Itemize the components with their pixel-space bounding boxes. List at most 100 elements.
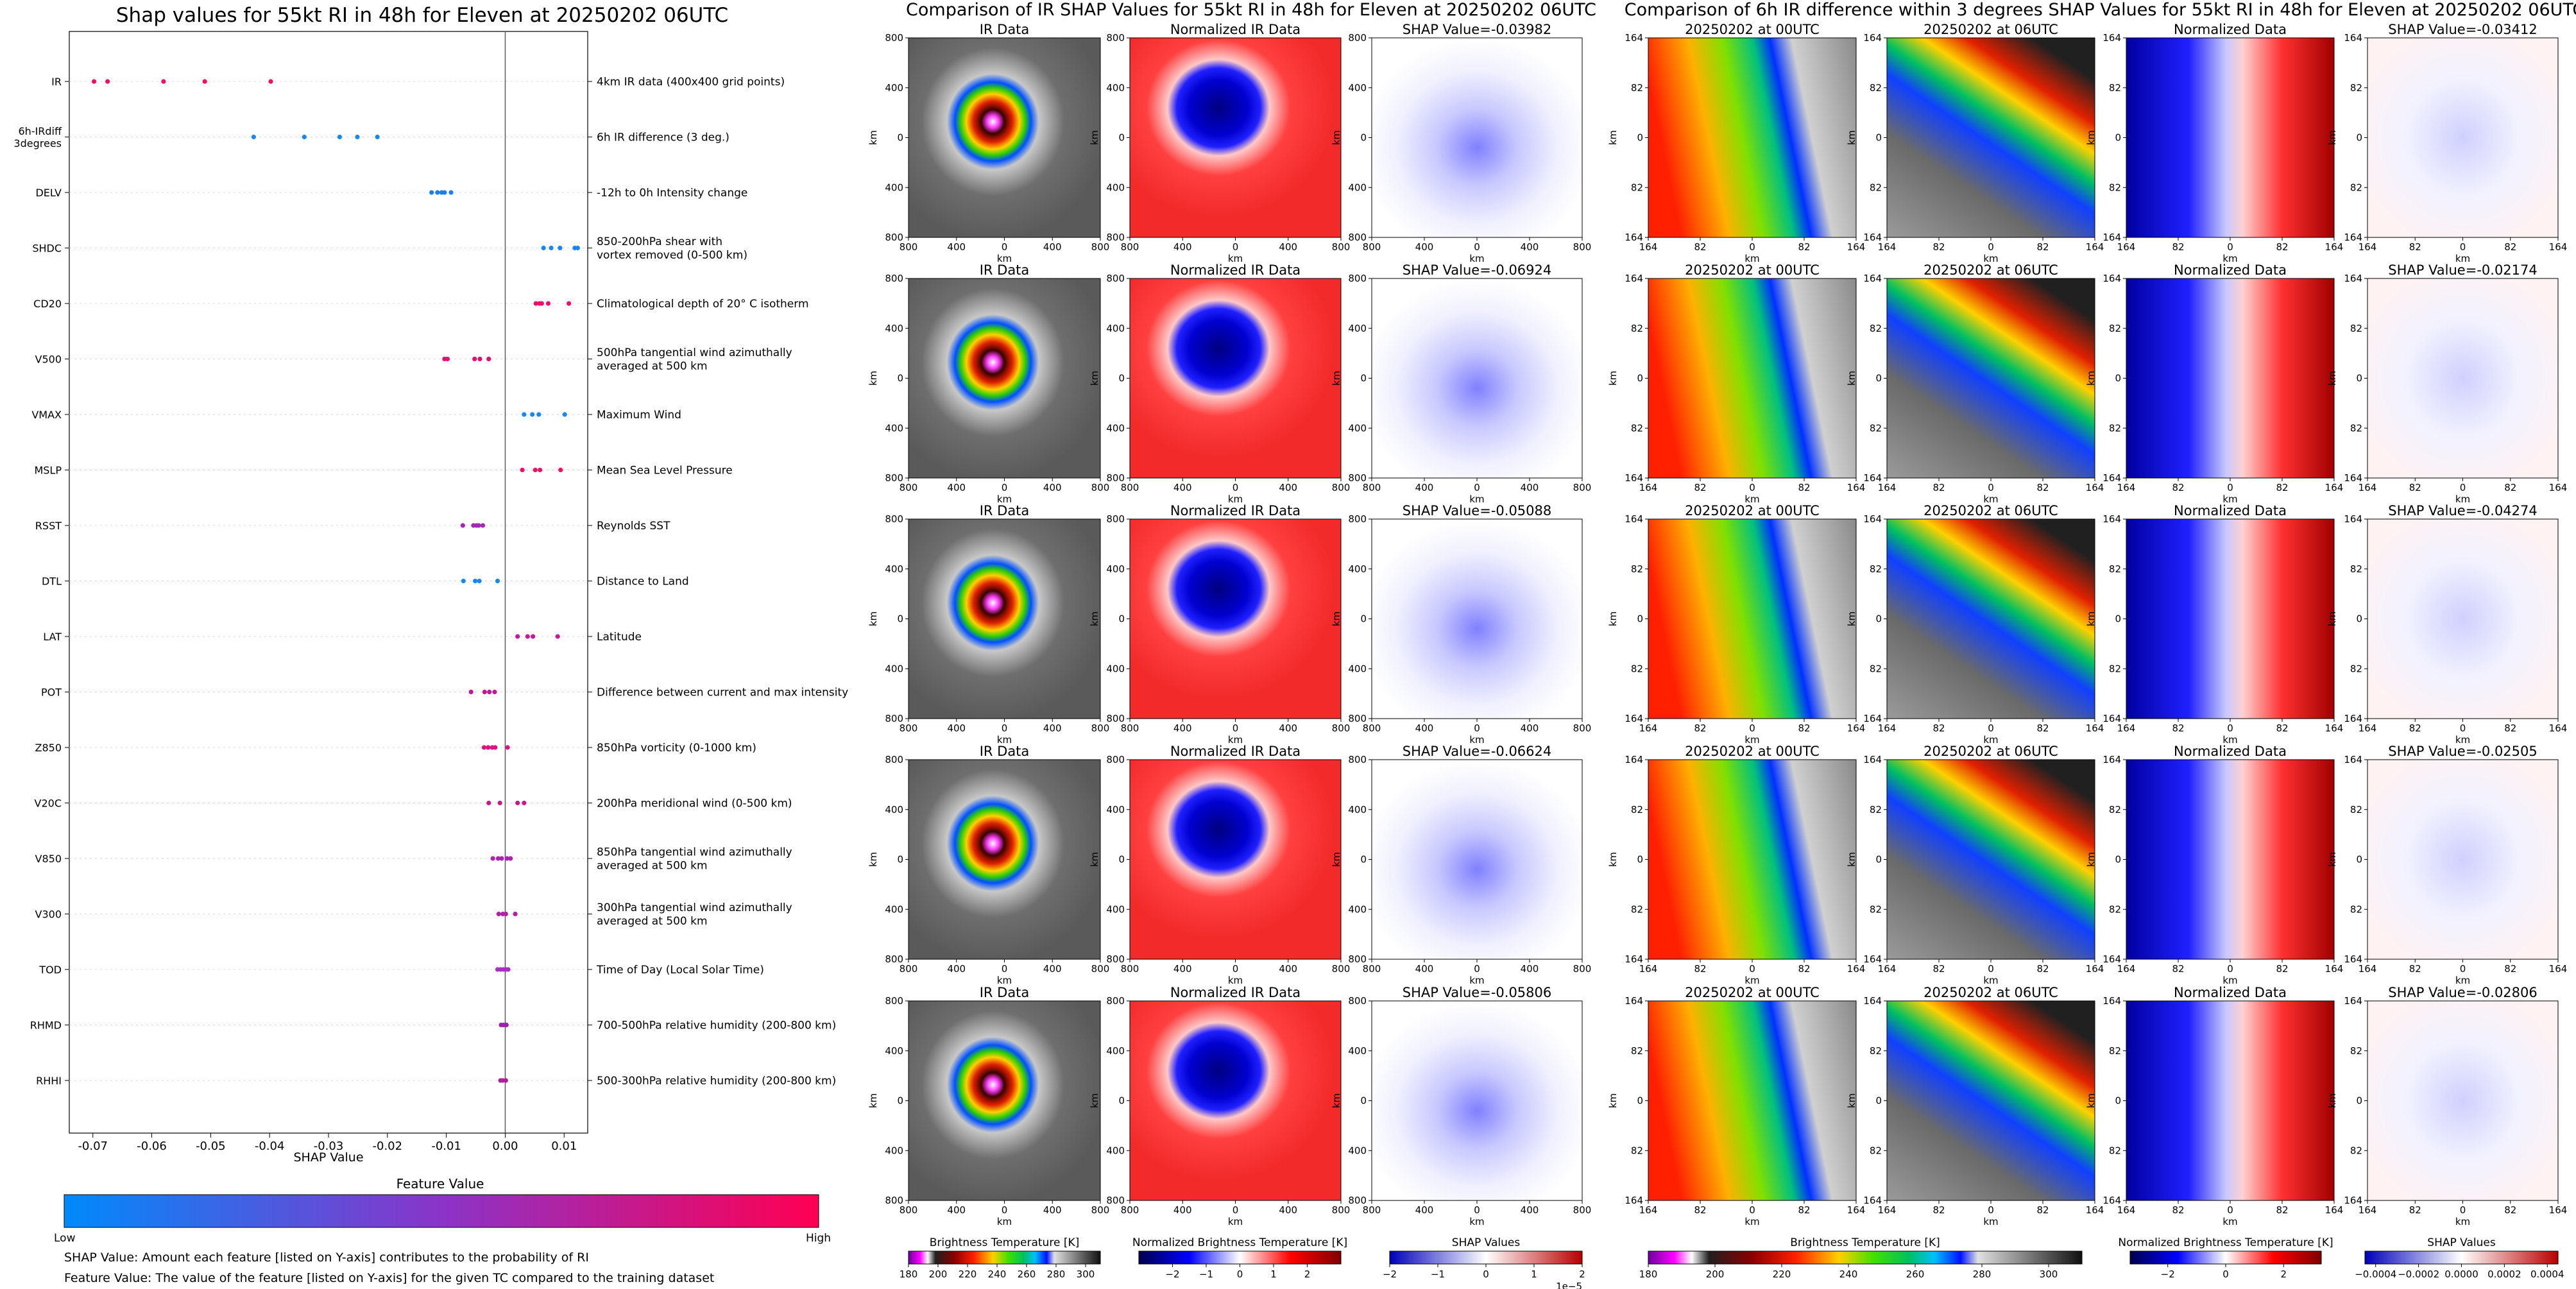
ir-x-tick-label: 800 bbox=[1332, 482, 1351, 493]
diff-x-tick-label: 0 bbox=[1988, 482, 1994, 493]
colorbar-label: SHAP Values bbox=[1452, 1236, 1521, 1249]
colorbar-tick-label: 0 bbox=[1237, 1268, 1243, 1280]
diff-panel-title: 20250202 at 00UTC bbox=[1685, 22, 1820, 37]
feature-description: 850hPa vorticity (0-1000 km) bbox=[597, 742, 756, 755]
shap-point bbox=[504, 1022, 509, 1028]
shap-point bbox=[575, 245, 580, 251]
diff-x-axis-label: km bbox=[1983, 1216, 1998, 1227]
diff-panel-image bbox=[2367, 1000, 2559, 1201]
ir-y-axis-label: km bbox=[867, 130, 879, 145]
ir-x-tick-label: 800 bbox=[1332, 1204, 1351, 1216]
colorbar-tick-label: −1 bbox=[1199, 1268, 1213, 1280]
ir-panel-image bbox=[908, 37, 1101, 238]
diff-y-tick-label: 164 bbox=[2103, 953, 2121, 965]
feature-label: IR bbox=[51, 76, 62, 88]
ir-x-tick-label: 800 bbox=[900, 963, 918, 975]
colorbar-tick-label: 0.0002 bbox=[2487, 1268, 2521, 1280]
colorbar-tick-label: −2 bbox=[1383, 1268, 1397, 1280]
diff-panel-image bbox=[1648, 37, 1857, 238]
x-tick-label: -0.04 bbox=[255, 1140, 285, 1153]
diff-y-tick-label: 164 bbox=[2344, 472, 2362, 484]
shap-point bbox=[497, 800, 502, 806]
diff-x-tick-label: 82 bbox=[1694, 241, 1706, 253]
diff-y-tick-label: 0 bbox=[1637, 1095, 1643, 1107]
diff-y-tick-label: 0 bbox=[2356, 613, 2362, 625]
ir-x-tick-label: 800 bbox=[1091, 241, 1110, 253]
ir-x-tick-label: 400 bbox=[1043, 241, 1062, 253]
diff-x-tick-label: 82 bbox=[1694, 482, 1706, 493]
shap-point bbox=[531, 634, 536, 639]
ir-panel-title: Normalized IR Data bbox=[1170, 262, 1301, 278]
ir-panel-image bbox=[1371, 278, 1583, 479]
colorbar-tick-label: 260 bbox=[1906, 1268, 1925, 1280]
ir-y-tick-label: 800 bbox=[1348, 1195, 1367, 1206]
ir-y-tick-label: 0 bbox=[1360, 613, 1367, 625]
shap-summary-plot-area bbox=[69, 31, 588, 1134]
ir-y-tick-label: 800 bbox=[1106, 472, 1125, 484]
diff-x-tick-label: 82 bbox=[2036, 482, 2049, 493]
diff-y-tick-label: 82 bbox=[1870, 563, 1882, 575]
ir-y-tick-label: 0 bbox=[1118, 132, 1125, 144]
diff-y-tick-label: 82 bbox=[1631, 1145, 1643, 1156]
diff-x-tick-label: 0 bbox=[1749, 1204, 1755, 1216]
shap-point bbox=[525, 634, 530, 639]
diff-x-axis-label: km bbox=[1744, 975, 1759, 986]
diff-y-tick-label: 0 bbox=[2115, 854, 2121, 866]
feature-label: SHDC bbox=[32, 243, 62, 255]
feature-description: -12h to 0h Intensity change bbox=[597, 187, 747, 200]
feature-label: MSLP bbox=[34, 465, 62, 477]
ir-y-tick-label: 400 bbox=[1348, 82, 1367, 94]
diff-x-tick-label: 164 bbox=[1639, 963, 1658, 975]
ir-panel-title: SHAP Value=-0.05806 bbox=[1403, 985, 1552, 1000]
diff-y-tick-label: 0 bbox=[1875, 373, 1882, 384]
colorbar-tick-label: 260 bbox=[1018, 1268, 1036, 1280]
ir-y-tick-label: 400 bbox=[1348, 663, 1367, 674]
diff-panel-image bbox=[1648, 518, 1857, 719]
ir-x-tick-label: 800 bbox=[1091, 963, 1110, 975]
diff-panel-title: SHAP Value=-0.02505 bbox=[2388, 744, 2538, 759]
shap-summary-title: Shap values for 55kt RI in 48h for Eleve… bbox=[116, 4, 728, 27]
ir-y-axis-label: km bbox=[1089, 611, 1100, 626]
diff-y-tick-label: 82 bbox=[1870, 1145, 1882, 1156]
ir-panel-title: Normalized IR Data bbox=[1170, 985, 1301, 1000]
feature-label: VMAX bbox=[31, 409, 62, 421]
ir-y-tick-label: 400 bbox=[1348, 1145, 1367, 1156]
ir-x-tick-label: 400 bbox=[947, 722, 966, 734]
diff-y-tick-label: 164 bbox=[2344, 953, 2362, 965]
ir-x-tick-label: 400 bbox=[947, 1204, 966, 1216]
feature-label: V20C bbox=[35, 798, 62, 810]
colorbar-tick-label: 1 bbox=[1270, 1268, 1277, 1280]
ir-y-tick-label: 400 bbox=[1106, 903, 1125, 915]
colorbar-tick-label: 0.0004 bbox=[2530, 1268, 2564, 1280]
diff-y-tick-label: 164 bbox=[1863, 32, 1882, 44]
shap-summary-xlabel: SHAP Value bbox=[293, 1150, 363, 1165]
diff-x-tick-label: 0 bbox=[2460, 722, 2466, 734]
ir-x-tick-label: 0 bbox=[1002, 482, 1008, 493]
diff-x-axis-label: km bbox=[2455, 493, 2470, 505]
diff-y-tick-label: 0 bbox=[1875, 613, 1882, 625]
ir-panel-image bbox=[908, 278, 1101, 479]
ir-panel-image bbox=[1129, 1000, 1342, 1201]
diff-x-tick-label: 164 bbox=[2086, 241, 2104, 253]
colorbar bbox=[908, 1251, 1101, 1265]
ir-y-tick-label: 0 bbox=[1118, 373, 1125, 384]
diff-x-tick-label: 82 bbox=[2276, 1204, 2288, 1216]
diff-panel-title: Normalized Data bbox=[2174, 985, 2287, 1000]
ir-y-tick-label: 800 bbox=[885, 472, 903, 484]
diff-y-axis-label: km bbox=[1607, 611, 1619, 626]
shap-point bbox=[375, 134, 380, 140]
ir-x-tick-label: 800 bbox=[1091, 1204, 1110, 1216]
shap-point bbox=[435, 190, 440, 195]
diff-y-axis-label: km bbox=[2326, 130, 2338, 145]
feature-label: V500 bbox=[35, 354, 62, 366]
ir-x-tick-label: 800 bbox=[1121, 1204, 1139, 1216]
diff-x-tick-label: 82 bbox=[1694, 1204, 1706, 1216]
ir-y-tick-label: 0 bbox=[1118, 613, 1125, 625]
diff-x-tick-label: 164 bbox=[2117, 241, 2136, 253]
feature-description: 850-200hPa shear with vortex removed (0-5… bbox=[597, 235, 747, 262]
shap-point bbox=[445, 356, 450, 362]
shap-point bbox=[91, 79, 97, 84]
colorbar-tick-label: 2 bbox=[1579, 1268, 1585, 1280]
shap-point bbox=[442, 190, 447, 195]
ir-y-tick-label: 800 bbox=[1106, 513, 1125, 525]
